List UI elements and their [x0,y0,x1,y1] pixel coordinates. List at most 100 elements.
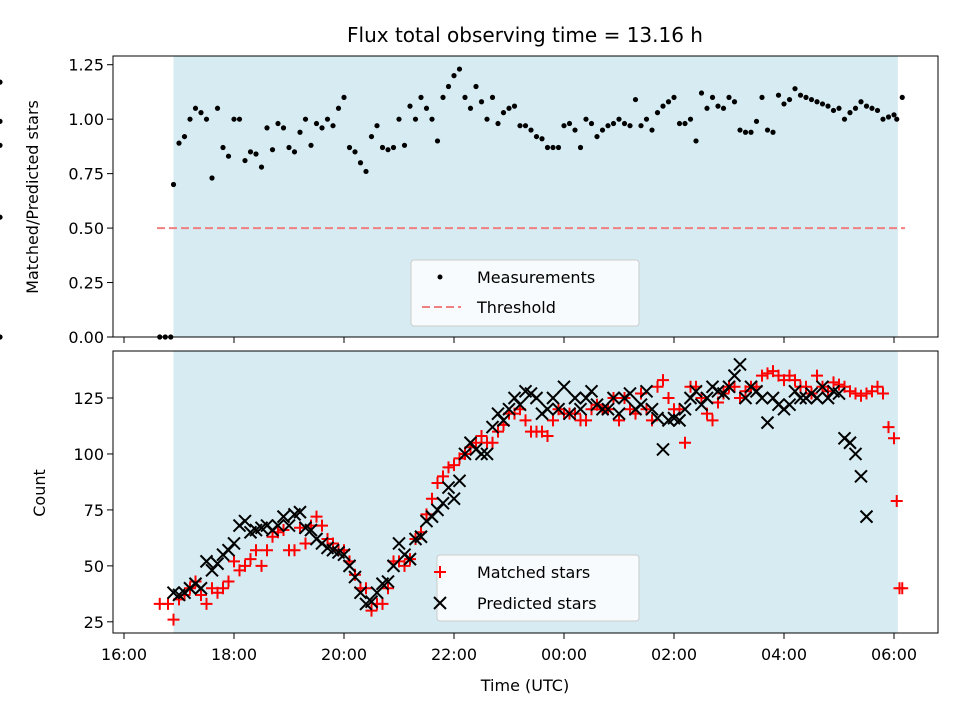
ratio-y-axis-label: Matched/Predicted stars [23,100,42,294]
measurement-point [280,125,287,131]
measurement-point [544,144,551,151]
matched-stars-point [877,387,889,400]
ratio-plot-frame [112,55,939,338]
measurement-point [473,83,479,90]
measurement-point [731,99,738,105]
ratio-panel: 0.00 0.25 0.50 0.75 1.00 1.25 Matched/Predict… [0,55,939,347]
y-tick-label: 25 [84,613,104,632]
predicted-stars-point [656,442,670,457]
measurement-point [297,129,303,135]
predicted-stars-point [733,357,747,372]
measurement-point [434,138,441,144]
measurement-point [858,99,864,105]
measurement-point [203,116,210,122]
x-tick-label: 02:00 [651,645,697,664]
y-tick-label: 0.00 [68,328,104,347]
predicted-stars-point [606,391,621,405]
measurement-point [676,120,683,127]
measurement-point [522,123,529,129]
measurement-point [594,133,600,140]
matched-stars-point [761,367,774,380]
measurement-point [517,123,523,129]
predicted-stars-point [645,402,659,416]
predicted-stars-point [557,380,571,394]
measurement-point [440,94,446,100]
predicted-stars-point [546,391,560,405]
matched-stars-point [541,430,554,443]
count-plot-frame [112,350,939,634]
measurement-point [847,110,853,116]
measurement-point [830,107,837,114]
measurement-point [720,105,727,111]
measurement-point [786,96,793,103]
ratio-legend: Measurements Threshold [410,259,640,327]
measurement-point [880,116,886,122]
predicted-stars-point [760,415,775,430]
matched-stars-point [728,380,741,393]
matched-stars-point [613,414,625,427]
predicted-stars-point [238,514,252,528]
predicted-stars-point [755,391,769,405]
x-tick-label: 00:00 [541,645,587,664]
measurement-point [825,103,831,109]
measurement-point [302,116,309,122]
predicted-stars-point [678,402,692,416]
predicted-stars-point [782,398,797,412]
matched-stars-point [442,461,455,474]
x-tick-label: 06:00 [871,645,917,664]
predicted-stars-point [403,552,417,566]
measurement-point [231,116,237,122]
matched-stars-point [294,521,306,534]
matched-stars-point [448,459,460,472]
measurement-point [539,136,545,142]
predicted-stars-point [447,492,461,506]
matched-stars-point [662,392,675,404]
matched-stars-point [162,597,174,610]
matched-stars-point [299,537,312,550]
matched-stars-point [426,492,438,505]
measurement-point [445,83,452,90]
predicted-stars-point [271,518,285,533]
measurement-point [379,144,386,151]
predicted-stars-point [282,518,296,533]
measurement-point [665,99,672,105]
legend-label-predicted: Predicted stars [477,594,597,613]
measurement-point [869,105,875,111]
measurement-point [451,73,457,79]
measurement-point [610,120,617,127]
measurement-point [368,133,375,140]
x-axis-label: Time (UTC) [480,676,569,695]
matched-stars-point [734,392,746,404]
predicted-stars-point [832,386,846,401]
measurement-point [242,157,248,164]
measurement-point [489,94,496,100]
matched-stars-point [365,604,378,617]
measurement-point [363,168,369,175]
matched-stars-point [789,374,801,387]
x-tick-label: 18:00 [211,645,257,664]
measurement-point [599,127,606,133]
predicted-stars-point [485,420,500,434]
measurement-point [874,107,881,114]
matched-stars-point [470,436,482,449]
matched-stars-point [475,430,488,443]
measurement-point [693,138,699,144]
matched-stars-point [178,588,191,601]
predicted-stars-point [227,536,241,551]
predicted-stars-point [854,469,868,484]
measurement-point [308,142,314,148]
measurement-point [671,94,677,100]
x-tick-label: 22:00 [431,645,477,664]
measurement-point [555,144,562,151]
measurement-point [198,110,204,116]
measurement-point [500,110,507,116]
predicted-stars-point [601,402,615,416]
matched-stars-point [310,510,323,523]
measurement-point [258,164,265,170]
matched-stars-point [800,380,812,393]
legend-marker-matched [434,566,446,578]
matched-stars-point [844,385,856,398]
measurement-point [478,99,485,105]
x-tick-label: 04:00 [761,645,807,664]
predicted-stars-point [612,406,626,421]
